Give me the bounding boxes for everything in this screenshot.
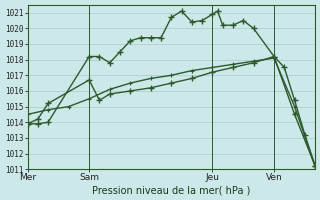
X-axis label: Pression niveau de la mer( hPa ): Pression niveau de la mer( hPa ) [92,185,251,195]
